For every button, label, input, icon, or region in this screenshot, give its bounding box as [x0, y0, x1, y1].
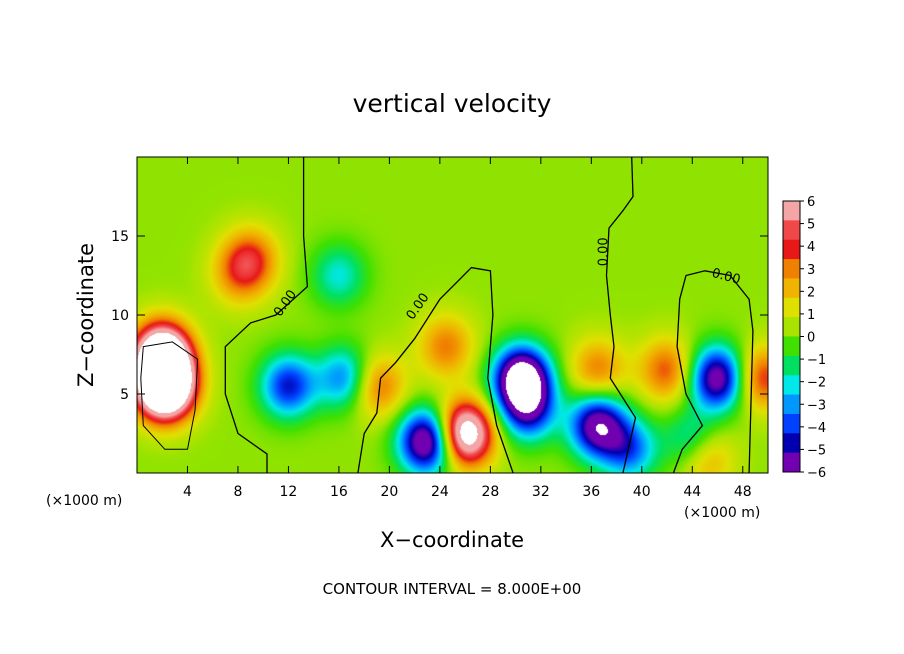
colorbar-tick-label: −6: [807, 466, 826, 481]
colorbar-tick-label: −1: [807, 353, 826, 368]
x-tick-label: 28: [481, 484, 499, 500]
colorbar-swatch: [783, 452, 800, 473]
colorbar-swatch: [783, 239, 800, 260]
colorbar-tick-label: −3: [807, 398, 826, 413]
zero-contour-line: [605, 156, 637, 474]
chart-title: vertical velocity: [353, 89, 552, 118]
x-unit-right: (×1000 m): [684, 505, 760, 521]
colorbar-tick-label: 3: [807, 263, 815, 278]
colorbar-tick-label: 4: [807, 240, 815, 255]
x-tick-label: 40: [633, 484, 651, 500]
x-axis-ticks: 4 8 12 16 20 24 28 32 36 40 44 48: [183, 157, 752, 500]
x-axis-title: X−coordinate: [380, 528, 524, 552]
x-tick-label: 24: [431, 484, 449, 500]
colorbar-swatch: [783, 433, 800, 454]
x-tick-label: 48: [734, 484, 752, 500]
colorbar-tick-label: 2: [807, 285, 815, 300]
zero-contour-line: [224, 157, 309, 473]
colorbar-swatch: [783, 201, 800, 221]
colorbar: 6 5 4 3 2 1 0 −1 −2 −3 −4 −5 −6: [782, 195, 826, 481]
colorbar-tick-label: −2: [807, 376, 826, 391]
colorbar-tick-label: 6: [807, 195, 815, 210]
colorbar-swatch: [783, 259, 800, 279]
colorbar-swatch: [783, 355, 800, 376]
y-tick-label: 15: [111, 229, 129, 245]
colorbar-tick-label: 1: [807, 308, 815, 323]
colorbar-swatch: [783, 297, 800, 318]
contour-label: 0.00: [710, 266, 742, 288]
colorbar-tick-label: −4: [807, 421, 826, 436]
colorbar-swatch: [783, 317, 800, 337]
contour-label: 0.00: [597, 237, 612, 266]
x-tick-label: 4: [183, 484, 192, 500]
x-tick-label: 16: [330, 484, 348, 500]
x-tick-label: 12: [280, 484, 298, 500]
heatmap-field: [137, 157, 768, 473]
colorbar-tick-label: 5: [807, 218, 815, 233]
colorbar-swatch: [783, 375, 800, 396]
colorbar-tick-label: −5: [807, 443, 826, 458]
zero-contour-line: [357, 266, 514, 474]
colorbar-tick-label: 0: [807, 331, 815, 346]
colorbar-swatch: [783, 413, 800, 434]
x-tick-label: 36: [582, 484, 600, 500]
colorbar-swatch: [783, 336, 800, 357]
colorbar-swatch: [783, 394, 800, 415]
zero-contour-line: [672, 270, 754, 474]
x-tick-label: 44: [683, 484, 701, 500]
colorbar-swatch: [783, 220, 800, 241]
y-tick-label: 10: [111, 308, 129, 324]
y-axis-title: Z−coordinate: [74, 243, 98, 387]
contour-interval-note: CONTOUR INTERVAL = 8.000E+00: [323, 580, 582, 598]
colorbar-swatch: [783, 278, 800, 299]
y-tick-label: 5: [120, 387, 129, 403]
x-tick-label: 32: [532, 484, 550, 500]
x-unit-left: (×1000 m): [46, 493, 122, 509]
y-axis-ticks: 5 10 15: [111, 229, 768, 403]
x-tick-label: 20: [380, 484, 398, 500]
x-tick-label: 8: [233, 484, 242, 500]
